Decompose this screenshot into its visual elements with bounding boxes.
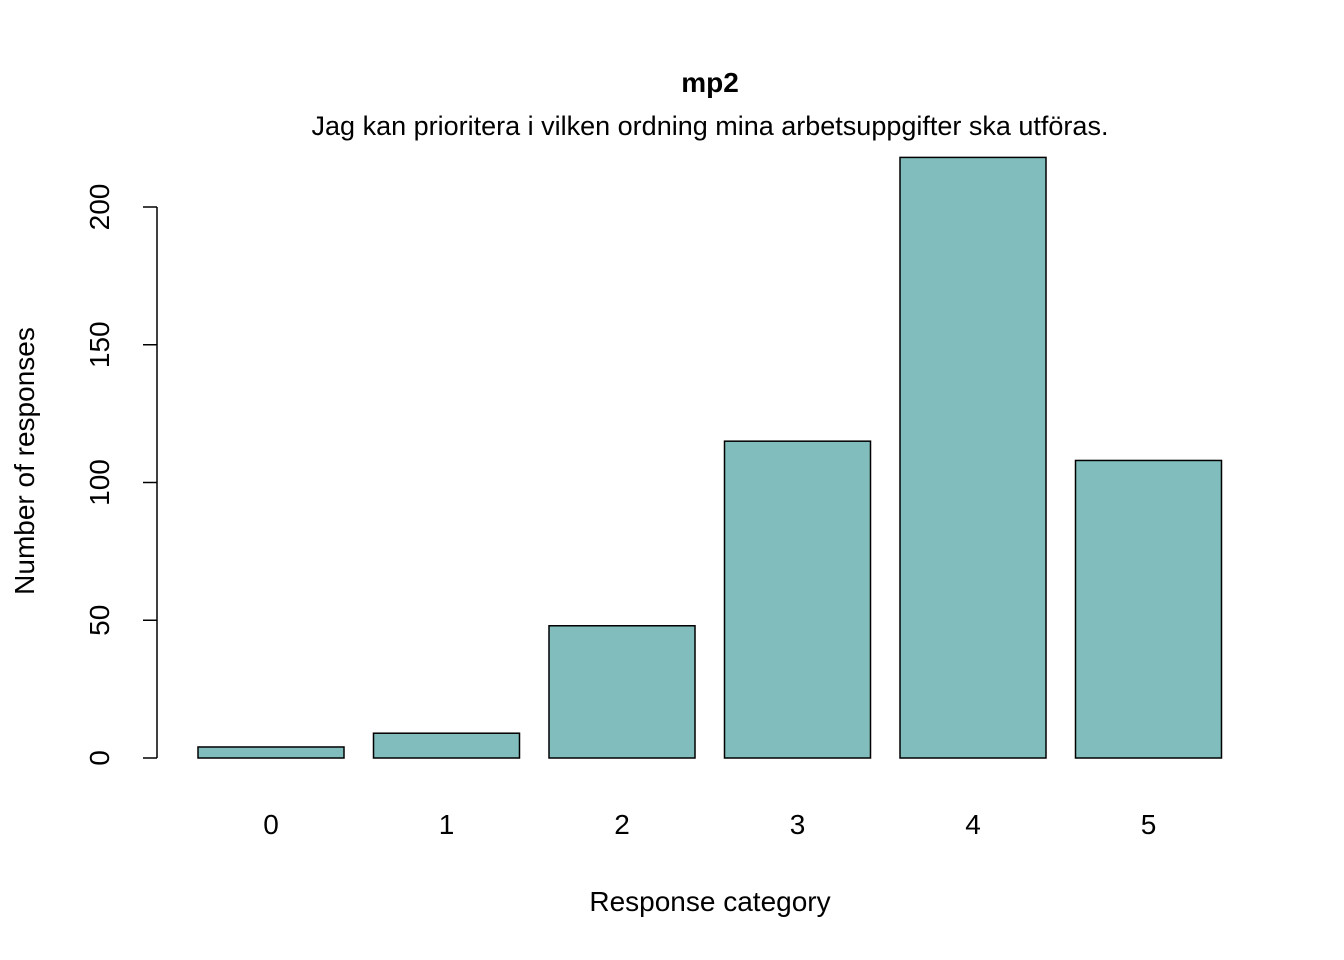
y-tick-label: 0	[84, 750, 115, 766]
x-tick-label: 5	[1141, 809, 1157, 840]
bar	[723, 440, 872, 759]
x-axis-label: Response category	[589, 886, 830, 917]
bar	[197, 746, 345, 759]
y-tick-label: 200	[84, 184, 115, 231]
x-tick-label: 1	[439, 809, 455, 840]
bar	[548, 625, 696, 759]
y-tick-label: 150	[84, 321, 115, 368]
y-tick-label: 50	[84, 605, 115, 636]
bar	[899, 156, 1047, 759]
bar	[372, 732, 521, 759]
x-tick-label: 4	[965, 809, 981, 840]
x-tick-label: 3	[790, 809, 806, 840]
y-tick-label: 100	[84, 459, 115, 506]
chart-subtitle: Jag kan prioritera i vilken ordning mina…	[312, 111, 1109, 141]
chart-title: mp2	[681, 67, 739, 98]
y-axis-label: Number of responses	[9, 327, 40, 595]
bars	[197, 156, 1223, 759]
x-tick-labels: 0 1 2 3 4 5	[263, 809, 1156, 840]
bar	[1074, 459, 1223, 759]
x-tick-label: 2	[614, 809, 630, 840]
y-axis: 0 50 100 150 200	[84, 184, 158, 766]
x-tick-label: 0	[263, 809, 279, 840]
